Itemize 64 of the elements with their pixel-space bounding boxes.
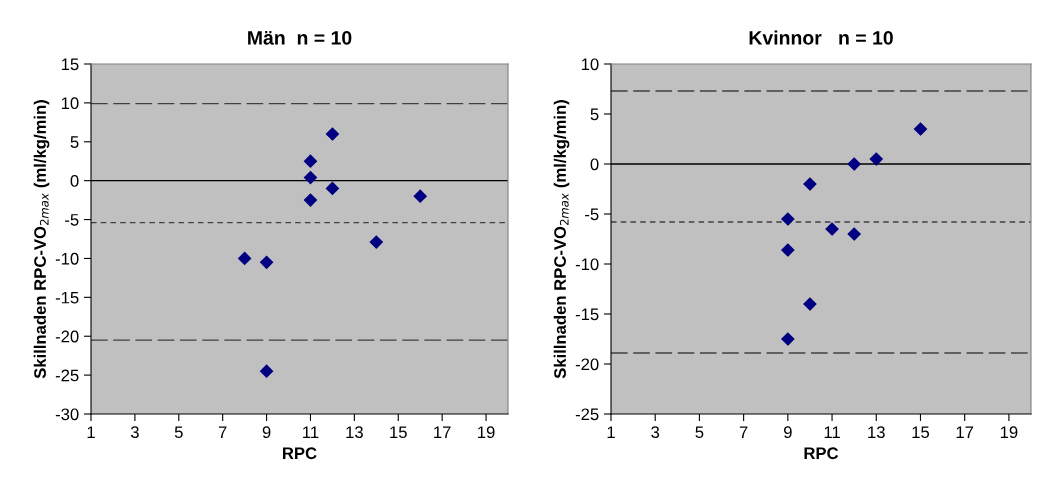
point	[238, 251, 252, 266]
y-tick-label: -15	[55, 291, 79, 304]
x-tick-label: 9	[783, 426, 792, 439]
point	[303, 154, 318, 168]
point	[847, 157, 861, 171]
chart-title: Män n = 10	[248, 30, 352, 45]
y-tick-label: -30	[55, 408, 79, 421]
point	[303, 170, 318, 185]
x-tick-label: 1	[87, 426, 95, 438]
y-tick-label: -25	[55, 369, 79, 382]
point	[803, 297, 817, 311]
chart-title: Kvinnor n = 10	[749, 30, 893, 45]
point	[781, 212, 795, 226]
x-tick-label: 11	[303, 426, 319, 438]
point	[803, 177, 817, 191]
x-tick-label: 5	[174, 426, 183, 439]
x-tick-label: 9	[262, 426, 271, 439]
point	[259, 364, 274, 378]
point	[325, 127, 340, 141]
y-axis-title: Skillnaden RPC-VO$_{2max}$ (ml/kg/min)	[33, 100, 50, 379]
x-tick-label: 19	[478, 426, 495, 439]
x-tick-label: 3	[130, 426, 139, 439]
x-tick-label: 1	[607, 426, 615, 438]
y-tick-label: -15	[575, 308, 599, 321]
y-tick-label: 10	[581, 58, 599, 71]
x-tick-label: 19	[1000, 426, 1018, 439]
point	[781, 332, 795, 346]
x-tick-label: 17	[434, 426, 451, 438]
y-axis-title: Skillnaden RPC-VO$_{2max}$ (ml/kg/min)	[553, 100, 570, 379]
y-tick-label: 5	[70, 136, 79, 148]
y-tick-label: 15	[61, 58, 79, 71]
x-tick-label: 5	[695, 426, 704, 439]
x-tick-label: 15	[390, 426, 407, 439]
x-tick-label: 17	[956, 426, 974, 438]
y-tick-label: -20	[55, 330, 79, 343]
point	[847, 227, 861, 241]
point	[825, 222, 839, 236]
x-tick-label: 11	[824, 426, 840, 438]
x-tick-label: 13	[868, 426, 885, 439]
y-tick-label: -10	[575, 258, 599, 271]
y-tick-label: -25	[575, 408, 599, 421]
x-tick-label: 7	[739, 426, 748, 438]
point	[369, 235, 383, 249]
y-tick-label: -20	[575, 358, 599, 371]
y-tick-label: 5	[590, 108, 599, 121]
x-tick-label: 7	[218, 426, 227, 438]
point	[259, 255, 274, 269]
point	[913, 122, 928, 136]
point	[413, 189, 427, 203]
point	[781, 243, 795, 257]
point	[303, 193, 318, 207]
point	[869, 152, 883, 166]
x-tick-label: 15	[912, 426, 930, 439]
y-tick-label: 0	[70, 175, 79, 187]
point	[325, 181, 340, 196]
x-axis-title: RPC	[283, 447, 317, 460]
y-tick-label: 0	[590, 158, 599, 171]
x-tick-label: 3	[651, 426, 660, 439]
x-tick-label: 13	[346, 426, 363, 439]
y-tick-label: -5	[585, 208, 599, 221]
y-tick-label: -5	[65, 214, 79, 226]
y-tick-label: -10	[55, 252, 79, 265]
y-tick-label: 10	[61, 97, 79, 110]
x-axis-title: RPC	[804, 447, 839, 460]
